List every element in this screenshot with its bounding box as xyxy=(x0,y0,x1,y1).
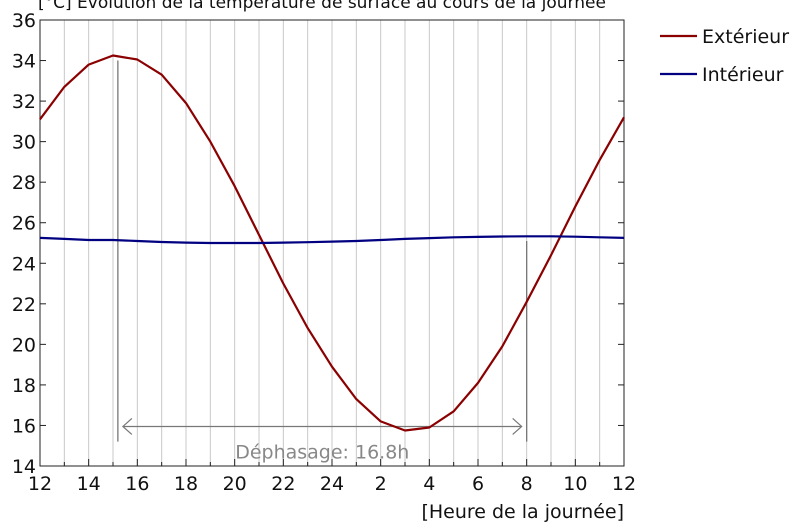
series-line-interieur xyxy=(39,235,625,245)
y-tick-label: 24 xyxy=(12,253,36,275)
phase-shift-annotation: Déphasage: 16.8h xyxy=(117,60,528,463)
y-tick-label: 32 xyxy=(12,91,36,113)
y-tick-label: 22 xyxy=(12,294,36,316)
x-axis: 12 14 16 18 20 22 24 2 4 6 8 10 12 xyxy=(28,459,636,495)
phase-arrow-head-left xyxy=(121,418,133,435)
legend-label: Extérieur xyxy=(702,26,789,48)
x-tick-label: 4 xyxy=(423,473,435,495)
x-tick-label: 6 xyxy=(472,473,484,495)
phase-arrow-head-right xyxy=(512,418,523,435)
y-tick-label: 36 xyxy=(12,10,36,32)
chart-title: [°C] Évolution de la température de surf… xyxy=(38,0,606,13)
x-tick-label: 12 xyxy=(612,473,636,495)
x-tick-label: 18 xyxy=(174,473,198,495)
y-tick-label: 30 xyxy=(12,132,36,154)
x-tick-label: 2 xyxy=(375,473,387,495)
y-tick-label: 28 xyxy=(12,172,36,194)
y-tick-label: 14 xyxy=(12,456,36,478)
x-tick-label: 8 xyxy=(521,473,533,495)
x-tick-label: 22 xyxy=(271,473,295,495)
gridlines xyxy=(63,20,601,466)
series xyxy=(39,54,625,432)
y-tick-label: 34 xyxy=(12,51,36,73)
x-tick-label: 24 xyxy=(320,473,344,495)
x-tick-label: 12 xyxy=(28,473,52,495)
legend: Extérieur Intérieur xyxy=(660,26,789,86)
x-tick-label: 20 xyxy=(223,473,247,495)
y-tick-label: 16 xyxy=(12,415,36,437)
y-tick-label: 20 xyxy=(12,334,36,356)
x-tick-label: 10 xyxy=(563,473,587,495)
x-tick-label: 14 xyxy=(77,473,101,495)
legend-label: Intérieur xyxy=(702,64,784,86)
y-axis: 14 16 18 20 22 24 26 28 30 32 34 36 xyxy=(12,10,624,478)
y-tick-label: 18 xyxy=(12,375,36,397)
series-line-exterieur xyxy=(39,54,625,432)
x-axis-label: [Heure de la journée] xyxy=(421,501,624,522)
phase-shift-label: Déphasage: 16.8h xyxy=(235,441,409,463)
x-tick-label: 16 xyxy=(125,473,149,495)
y-tick-label: 26 xyxy=(12,213,36,235)
